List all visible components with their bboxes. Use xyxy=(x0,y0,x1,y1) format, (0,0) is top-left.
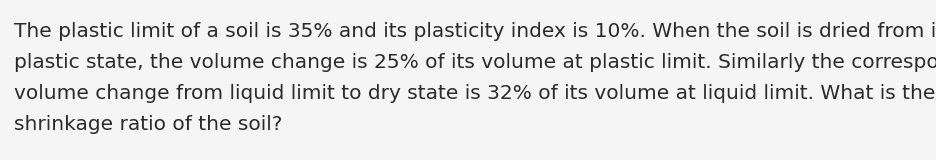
Text: volume change from liquid limit to dry state is 32% of its volume at liquid limi: volume change from liquid limit to dry s… xyxy=(14,84,934,103)
Text: The plastic limit of a soil is 35% and its plasticity index is 10%. When the soi: The plastic limit of a soil is 35% and i… xyxy=(14,22,936,41)
Text: shrinkage ratio of the soil?: shrinkage ratio of the soil? xyxy=(14,115,282,134)
Text: plastic state, the volume change is 25% of its volume at plastic limit. Similarl: plastic state, the volume change is 25% … xyxy=(14,53,936,72)
